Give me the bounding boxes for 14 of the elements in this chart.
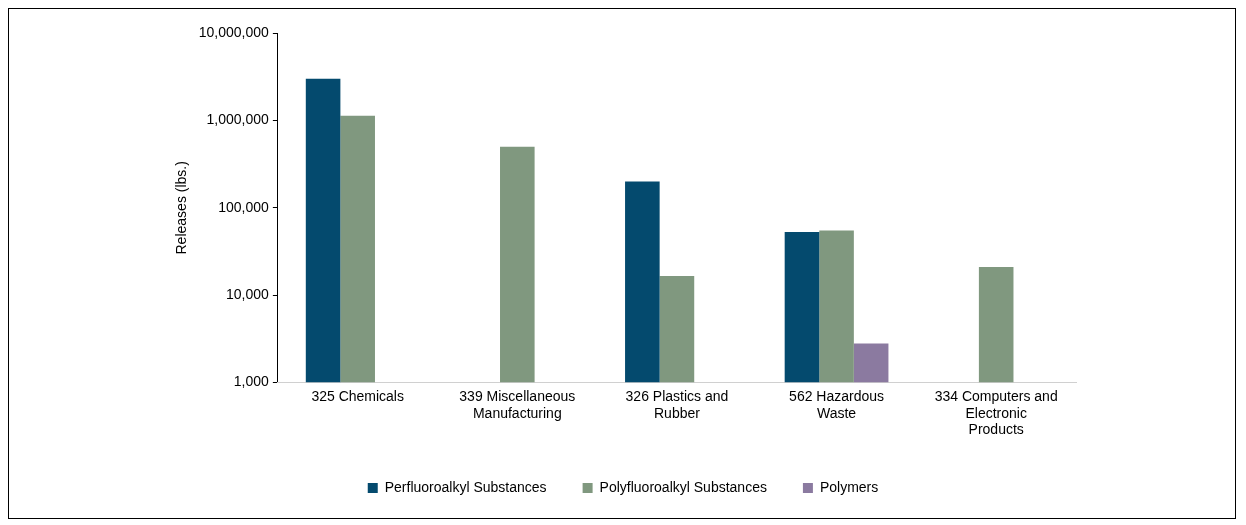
y-tick-label: 10,000 [226,286,270,303]
legend-label: Polymers [819,478,879,495]
y-tick-label: 1,000,000 [206,111,270,128]
x-tick-label: 325 Chemicals [311,387,404,404]
x-tick-label: 326 Plastics and Rubber [625,387,729,421]
legend-label: Polyfluoroalkyl Substances [599,478,767,495]
x-tick-label: 562 Hazardous Waste [789,387,885,421]
x-tick-label: 334 Computers and Electronic Products [934,387,1058,438]
y-tick-label: 10,000,000 [198,23,270,40]
y-tick-label: 1,000 [233,373,270,390]
y-axis-title: Releases (lbs.) [173,161,190,255]
legend-label: Perfluoroalkyl Substances [384,478,547,495]
y-tick-label: 100,000 [218,198,270,215]
x-tick-label: 339 Miscellaneous Manufacturing [459,387,576,421]
